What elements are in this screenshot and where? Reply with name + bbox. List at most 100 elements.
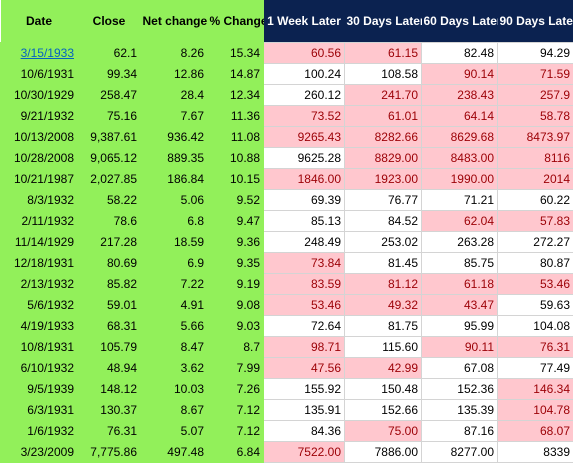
date-cell[interactable]: 9/21/1932: [1, 105, 78, 126]
net-change-cell[interactable]: 18.59: [141, 231, 208, 252]
close-cell[interactable]: 58.22: [78, 189, 141, 210]
pct-change-cell[interactable]: 9.19: [208, 273, 264, 294]
day-30-cell[interactable]: 81.12: [345, 273, 422, 294]
day-60-cell[interactable]: 8277.00: [422, 441, 498, 462]
week-1-cell[interactable]: 98.71: [264, 336, 345, 357]
net-change-cell[interactable]: 6.9: [141, 252, 208, 273]
week-1-cell[interactable]: 47.56: [264, 357, 345, 378]
day-30-cell[interactable]: 61.01: [345, 105, 422, 126]
day-90-cell[interactable]: 68.07: [498, 420, 573, 441]
day-60-cell[interactable]: 238.43: [422, 84, 498, 105]
week-1-cell[interactable]: 69.39: [264, 189, 345, 210]
day-30-cell[interactable]: 8282.66: [345, 126, 422, 147]
week-1-cell[interactable]: 60.56: [264, 42, 345, 63]
week-1-cell[interactable]: 85.13: [264, 210, 345, 231]
date-cell[interactable]: 10/13/2008: [1, 126, 78, 147]
date-cell[interactable]: 2/11/1932: [1, 210, 78, 231]
net-change-cell[interactable]: 5.07: [141, 420, 208, 441]
day-30-cell[interactable]: 49.32: [345, 294, 422, 315]
day-90-cell[interactable]: 8116: [498, 147, 573, 168]
day-30-cell[interactable]: 81.45: [345, 252, 422, 273]
day-30-cell[interactable]: 84.52: [345, 210, 422, 231]
day-90-cell[interactable]: 272.27: [498, 231, 573, 252]
day-90-cell[interactable]: 257.9: [498, 84, 573, 105]
week-1-cell[interactable]: 53.46: [264, 294, 345, 315]
date-cell[interactable]: 2/13/1932: [1, 273, 78, 294]
date-cell[interactable]: 3/15/1933: [1, 42, 78, 63]
day-60-cell[interactable]: 1990.00: [422, 168, 498, 189]
close-cell[interactable]: 85.82: [78, 273, 141, 294]
header-1-week-later[interactable]: 1 Week Later: [264, 0, 345, 42]
day-60-cell[interactable]: 90.11: [422, 336, 498, 357]
day-60-cell[interactable]: 90.14: [422, 63, 498, 84]
pct-change-cell[interactable]: 14.87: [208, 63, 264, 84]
week-1-cell[interactable]: 100.24: [264, 63, 345, 84]
day-30-cell[interactable]: 76.77: [345, 189, 422, 210]
net-change-cell[interactable]: 4.91: [141, 294, 208, 315]
week-1-cell[interactable]: 83.59: [264, 273, 345, 294]
day-30-cell[interactable]: 152.66: [345, 399, 422, 420]
close-cell[interactable]: 258.47: [78, 84, 141, 105]
pct-change-cell[interactable]: 7.99: [208, 357, 264, 378]
date-cell[interactable]: 1/6/1932: [1, 420, 78, 441]
day-30-cell[interactable]: 81.75: [345, 315, 422, 336]
pct-change-cell[interactable]: 9.52: [208, 189, 264, 210]
day-30-cell[interactable]: 8829.00: [345, 147, 422, 168]
date-cell[interactable]: 8/3/1932: [1, 189, 78, 210]
net-change-cell[interactable]: 497.48: [141, 441, 208, 462]
week-1-cell[interactable]: 248.49: [264, 231, 345, 252]
date-cell[interactable]: 10/6/1931: [1, 63, 78, 84]
day-90-cell[interactable]: 146.34: [498, 378, 573, 399]
day-90-cell[interactable]: 53.46: [498, 273, 573, 294]
day-60-cell[interactable]: 8483.00: [422, 147, 498, 168]
header-60-days-later[interactable]: 60 Days Later: [422, 0, 498, 42]
day-90-cell[interactable]: 104.08: [498, 315, 573, 336]
net-change-cell[interactable]: 5.66: [141, 315, 208, 336]
week-1-cell[interactable]: 7522.00: [264, 441, 345, 462]
pct-change-cell[interactable]: 11.08: [208, 126, 264, 147]
day-60-cell[interactable]: 62.04: [422, 210, 498, 231]
day-90-cell[interactable]: 94.29: [498, 42, 573, 63]
net-change-cell[interactable]: 7.22: [141, 273, 208, 294]
date-cell-value[interactable]: 3/15/1933: [21, 46, 74, 60]
day-90-cell[interactable]: 104.78: [498, 399, 573, 420]
date-cell[interactable]: 10/21/1987: [1, 168, 78, 189]
day-90-cell[interactable]: 57.83: [498, 210, 573, 231]
close-cell[interactable]: 105.79: [78, 336, 141, 357]
week-1-cell[interactable]: 9625.28: [264, 147, 345, 168]
day-60-cell[interactable]: 263.28: [422, 231, 498, 252]
close-cell[interactable]: 7,775.86: [78, 441, 141, 462]
day-30-cell[interactable]: 115.60: [345, 336, 422, 357]
day-60-cell[interactable]: 43.47: [422, 294, 498, 315]
date-cell[interactable]: 10/28/2008: [1, 147, 78, 168]
day-90-cell[interactable]: 71.59: [498, 63, 573, 84]
pct-change-cell[interactable]: 15.34: [208, 42, 264, 63]
net-change-cell[interactable]: 28.4: [141, 84, 208, 105]
header-30-days-later[interactable]: 30 Days Later: [345, 0, 422, 42]
date-cell[interactable]: 11/14/1929: [1, 231, 78, 252]
pct-change-cell[interactable]: 11.36: [208, 105, 264, 126]
day-30-cell[interactable]: 7886.00: [345, 441, 422, 462]
day-60-cell[interactable]: 87.16: [422, 420, 498, 441]
header-date[interactable]: Date: [1, 0, 78, 42]
week-1-cell[interactable]: 73.84: [264, 252, 345, 273]
close-cell[interactable]: 130.37: [78, 399, 141, 420]
net-change-cell[interactable]: 8.47: [141, 336, 208, 357]
week-1-cell[interactable]: 9265.43: [264, 126, 345, 147]
header-net-change[interactable]: Net change: [141, 0, 208, 42]
pct-change-cell[interactable]: 9.35: [208, 252, 264, 273]
day-90-cell[interactable]: 76.31: [498, 336, 573, 357]
day-60-cell[interactable]: 61.18: [422, 273, 498, 294]
day-30-cell[interactable]: 150.48: [345, 378, 422, 399]
net-change-cell[interactable]: 5.06: [141, 189, 208, 210]
close-cell[interactable]: 78.6: [78, 210, 141, 231]
pct-change-cell[interactable]: 9.08: [208, 294, 264, 315]
net-change-cell[interactable]: 8.26: [141, 42, 208, 63]
pct-change-cell[interactable]: 10.88: [208, 147, 264, 168]
date-cell[interactable]: 10/30/1929: [1, 84, 78, 105]
header-90-days-later[interactable]: 90 Days Later: [498, 0, 573, 42]
close-cell[interactable]: 148.12: [78, 378, 141, 399]
net-change-cell[interactable]: 3.62: [141, 357, 208, 378]
day-30-cell[interactable]: 75.00: [345, 420, 422, 441]
net-change-cell[interactable]: 6.8: [141, 210, 208, 231]
